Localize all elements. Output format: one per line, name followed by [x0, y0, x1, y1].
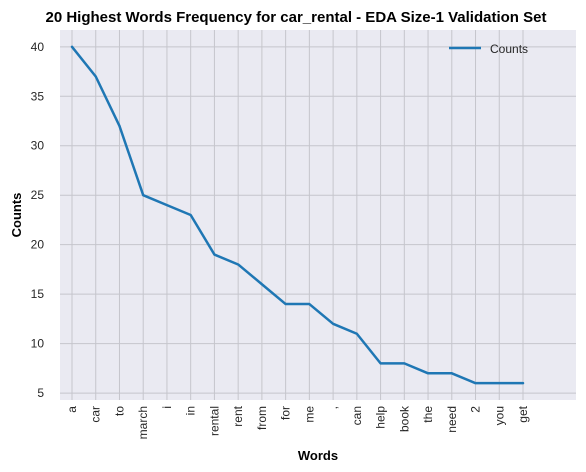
- x-tick-label: from: [255, 406, 269, 430]
- x-tick-label: march: [136, 406, 150, 439]
- y-axis-label: Counts: [9, 193, 24, 238]
- y-tick-labels: 5 10 15 20 25 30 35 40: [31, 40, 45, 400]
- legend-label-counts: Counts: [490, 42, 528, 56]
- y-tick-label: 35: [31, 89, 45, 103]
- x-tick-label: book: [397, 405, 411, 432]
- x-tick-label: ,: [326, 406, 340, 409]
- y-gridlines: [60, 46, 576, 394]
- x-tick-label: 2: [469, 406, 483, 413]
- y-tick-label: 15: [31, 287, 45, 301]
- x-tick-label: a: [65, 406, 79, 413]
- x-tick-labels: a car to march i in rental rent from for me, can hel…: [65, 405, 530, 439]
- x-tick-label: car: [89, 406, 103, 423]
- x-tick-label: to: [112, 406, 126, 416]
- y-tick-label: 40: [31, 40, 45, 54]
- y-tick-label: 20: [31, 238, 45, 252]
- legend: Counts: [449, 42, 528, 56]
- x-tick-label: in: [184, 406, 198, 415]
- x-tick-label: help: [374, 406, 388, 429]
- series-line-counts: [70, 45, 525, 385]
- x-tick-label: get: [516, 405, 530, 422]
- x-tick-label: the: [421, 406, 435, 423]
- x-tick-label: rent: [231, 405, 245, 426]
- x-tick-label: me: [302, 406, 316, 423]
- x-tick-label: rental: [207, 406, 221, 436]
- x-tick-label: i: [160, 406, 174, 409]
- x-gridlines: [71, 30, 524, 400]
- plot-area: [60, 30, 576, 400]
- y-tick-label: 10: [31, 337, 45, 351]
- y-tick-label: 25: [31, 188, 45, 202]
- series-layer: [70, 45, 525, 385]
- chart-title: 20 Highest Words Frequency for car_renta…: [46, 9, 547, 26]
- x-tick-label: you: [492, 406, 506, 425]
- x-tick-label: need: [445, 406, 459, 433]
- x-tick-label: can: [350, 406, 364, 425]
- y-tick-label: 30: [31, 139, 45, 153]
- x-tick-label: for: [279, 406, 293, 420]
- x-axis-label: Words: [298, 448, 338, 463]
- y-tick-label: 5: [37, 386, 44, 400]
